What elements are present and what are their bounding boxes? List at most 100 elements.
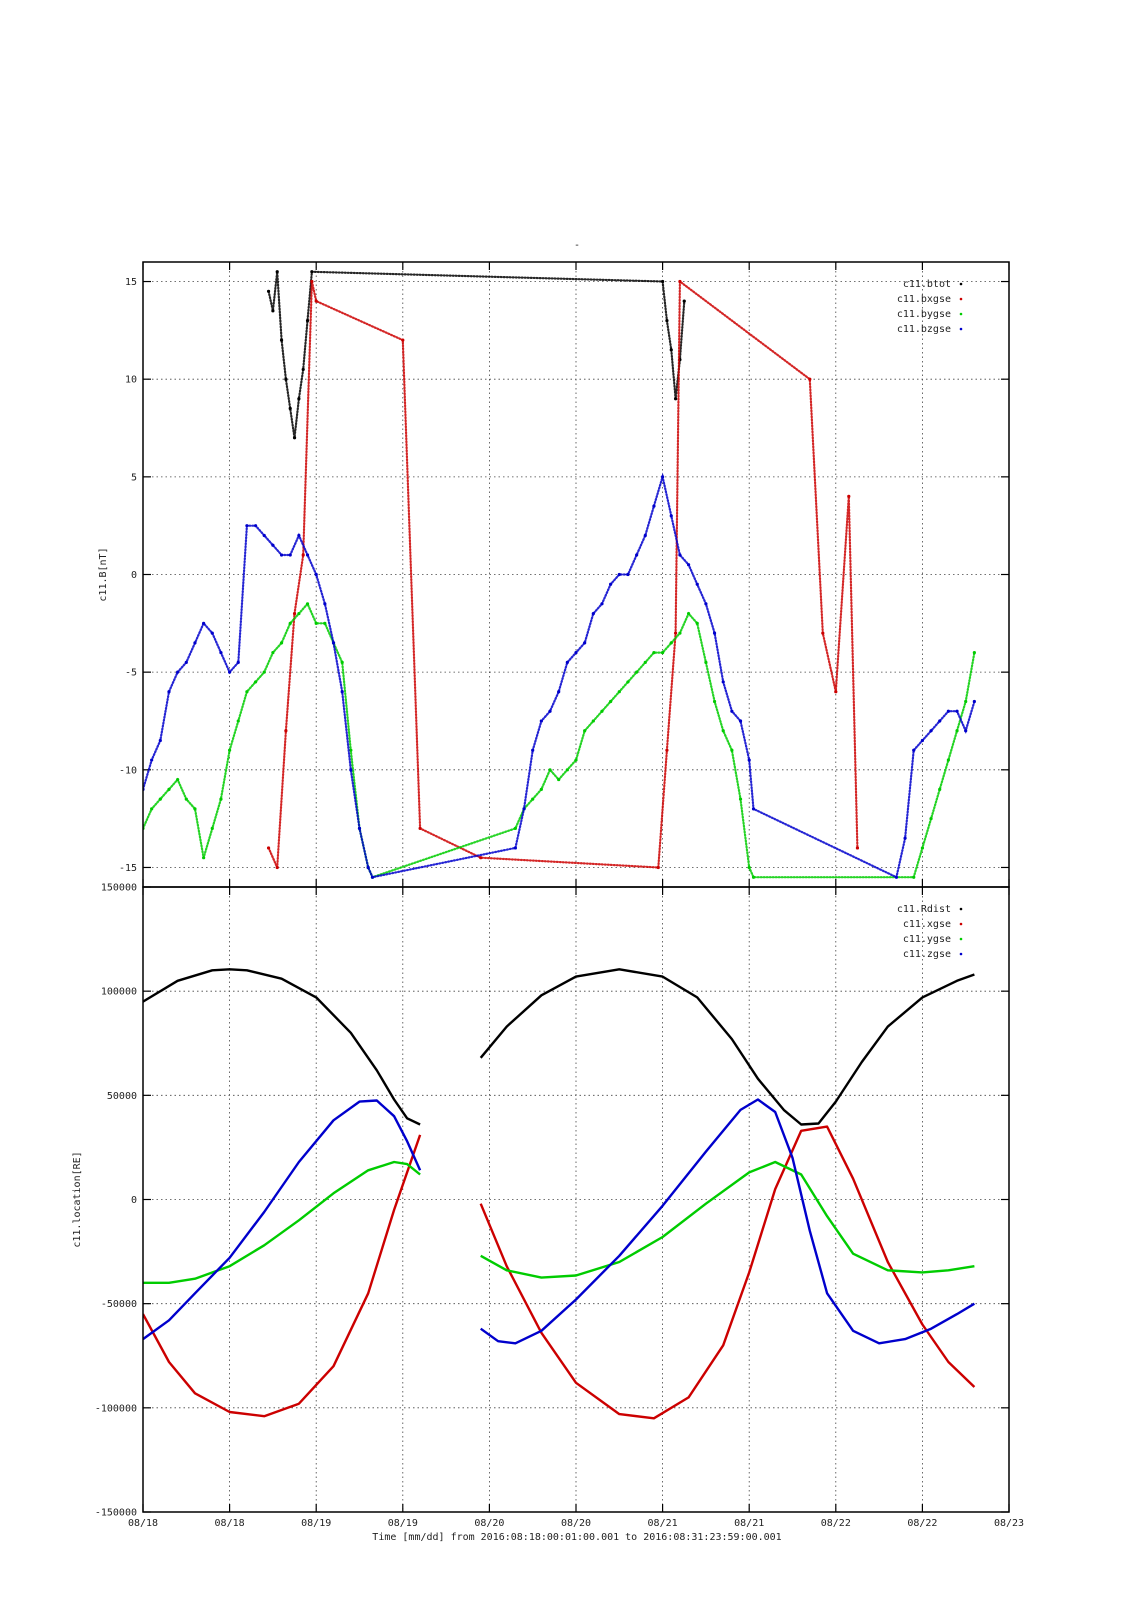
data-point: [158, 738, 162, 743]
data-point: [955, 709, 959, 713]
plot-area: [143, 270, 976, 879]
data-point: [929, 729, 933, 733]
data-point: [331, 641, 336, 645]
legend-marker: [959, 297, 963, 301]
series-line: [479, 1125, 976, 1420]
data-point: [686, 611, 691, 616]
data-point: [158, 797, 162, 801]
data-point: [548, 768, 552, 772]
data-point: [652, 651, 656, 655]
y-tick-label: 150000: [101, 883, 137, 894]
data-point: [912, 748, 916, 752]
plot-area: [143, 968, 976, 1420]
data-point: [964, 699, 968, 704]
data-point: [609, 699, 613, 704]
data-point: [176, 670, 180, 674]
data-point: [678, 631, 682, 635]
x-tick-label: 08/18: [215, 1518, 245, 1529]
y-tick-label: 0: [131, 570, 137, 581]
data-point: [349, 768, 353, 772]
legend-marker: [959, 937, 963, 941]
data-point: [314, 621, 318, 625]
data-point: [167, 787, 171, 791]
series-line: [143, 1134, 422, 1418]
data-point: [236, 660, 240, 664]
y-tick-label: -5: [125, 668, 137, 679]
data-point: [349, 748, 353, 752]
x-tick-label: 08/19: [301, 1518, 331, 1529]
y-tick-label: 100000: [101, 987, 137, 998]
data-point: [583, 641, 587, 645]
data-point: [894, 875, 899, 879]
data-point: [340, 690, 344, 694]
series-c11-bygse: [143, 601, 976, 879]
series-c11-btot: [266, 270, 686, 440]
y-tick-label: 15: [125, 277, 137, 288]
data-point: [228, 670, 232, 674]
data-point: [747, 758, 751, 762]
x-tick-label: 08/23: [994, 1518, 1024, 1529]
data-point: [704, 660, 708, 664]
data-point: [712, 631, 717, 635]
data-point: [292, 436, 297, 440]
data-point: [565, 660, 569, 664]
data-point: [219, 797, 223, 801]
x-tick-label: 08/22: [907, 1518, 937, 1529]
data-point: [323, 602, 327, 606]
data-point: [730, 748, 734, 752]
legend-marker: [959, 922, 963, 926]
data-point: [184, 660, 188, 664]
data-point: [964, 729, 968, 733]
data-point: [721, 680, 725, 684]
data-point: [557, 777, 561, 782]
data-point: [635, 553, 639, 557]
data-point: [314, 572, 318, 577]
data-point: [626, 572, 630, 577]
data-point: [314, 299, 318, 303]
data-point: [340, 660, 344, 664]
data-point: [301, 367, 305, 372]
data-point: [669, 348, 673, 352]
legend-marker: [959, 282, 963, 286]
data-point: [617, 572, 621, 577]
data-point: [284, 729, 288, 733]
data-point: [661, 475, 665, 479]
data-point: [972, 699, 976, 704]
data-point: [305, 318, 310, 323]
series-c11-Rdist: [143, 968, 975, 1126]
data-point: [600, 602, 604, 606]
data-point: [721, 729, 725, 733]
series-c11-bxgse: [266, 279, 860, 870]
data-point: [912, 875, 916, 879]
data-point: [202, 856, 206, 860]
data-point: [955, 729, 959, 733]
data-point: [938, 719, 942, 723]
legend-label: c11.bzgse: [897, 324, 951, 335]
data-point: [253, 680, 258, 684]
x-tick-label: 08/18: [128, 1518, 158, 1529]
x-tick-label: 08/19: [388, 1518, 418, 1529]
legend-label: c11.btot: [903, 279, 951, 290]
data-point: [150, 758, 154, 762]
data-point: [574, 651, 578, 655]
data-point: [656, 865, 660, 870]
data-point: [669, 641, 673, 645]
location-panel: -150000 -100000 -50000 0 50000 100000 150000 08…: [72, 883, 1024, 1544]
data-point: [301, 553, 305, 557]
data-point: [661, 651, 665, 655]
data-point: [297, 397, 301, 401]
series-line: [479, 968, 975, 1126]
y-tick-label: -50000: [101, 1299, 137, 1310]
series-line: [143, 968, 421, 1126]
data-point: [591, 611, 595, 616]
data-point: [288, 406, 292, 411]
data-point: [730, 709, 734, 713]
y-tick-label: 0: [131, 1195, 137, 1206]
x-tick-label: 08/22: [821, 1518, 851, 1529]
data-point: [695, 582, 699, 586]
plot-frame: [142, 886, 1010, 1513]
data-point: [617, 690, 621, 694]
data-point: [669, 514, 673, 518]
data-point: [305, 553, 310, 557]
data-point: [652, 504, 656, 508]
